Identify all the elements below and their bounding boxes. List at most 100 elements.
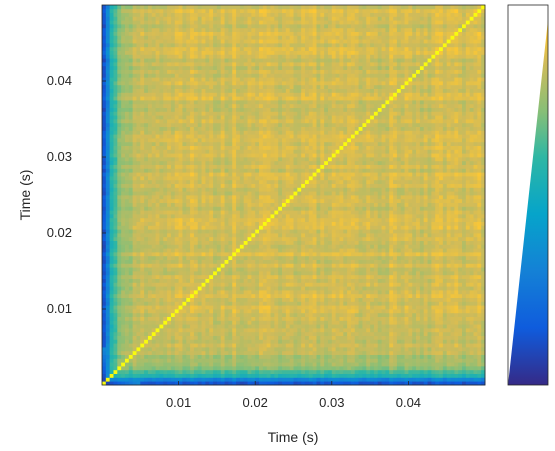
heatmap-cell [243,92,248,97]
heatmap-cell [209,126,214,131]
heatmap-cell [128,168,134,173]
heatmap-cell [239,373,245,378]
heatmap-cell [128,92,134,97]
heatmap-cell [128,126,134,131]
heatmap-cell [170,233,176,238]
heatmap-cell [147,58,153,63]
heatmap-cell [197,107,202,112]
heatmap-cell [170,263,176,268]
heatmap-cell [109,130,114,135]
heatmap-cell [182,153,187,158]
heatmap-cell [228,290,233,295]
heatmap-cell [147,278,153,283]
heatmap-cell [205,92,210,97]
heatmap-cell [205,312,210,317]
heatmap-cell [282,77,287,82]
heatmap-cell [270,221,275,226]
heatmap-cell [151,274,157,279]
heatmap-cell [121,252,126,257]
heatmap-cell [243,350,248,355]
heatmap-cell [170,202,176,207]
heatmap-cell [147,179,153,184]
heatmap-cell [124,157,130,162]
heatmap-cell [124,43,130,48]
heatmap-cell [136,122,141,127]
heatmap-cell [259,210,264,215]
heatmap-cell [128,100,134,105]
heatmap-cell [159,46,164,51]
heatmap-cell [243,81,248,86]
heatmap-cell [147,183,153,188]
heatmap-cell [178,233,183,238]
heatmap-cell [255,39,260,44]
heatmap-cell [155,293,160,298]
heatmap-cell [124,145,130,150]
heatmap-cell [205,16,210,21]
heatmap-cell [213,301,218,306]
heatmap-cell [247,134,252,139]
heatmap-cell [128,103,134,108]
heatmap-cell [285,77,291,82]
heatmap-cell [159,343,164,348]
heatmap-cell [259,103,264,108]
heatmap-cell [259,290,264,295]
heatmap-cell [232,358,237,363]
heatmap-cell [109,46,114,51]
heatmap-cell [113,24,118,29]
heatmap-cell [128,335,134,340]
heatmap-cell [109,81,114,86]
heatmap-cell [121,271,126,276]
heatmap-cell [109,335,114,340]
heatmap-cell [201,350,206,355]
heatmap-cell [259,278,264,283]
heatmap-cell [289,96,294,101]
heatmap-cell [255,248,260,253]
heatmap-cell [224,373,229,378]
heatmap-cell [182,119,187,124]
heatmap-cell [102,259,107,264]
heatmap-cell [163,221,168,226]
heatmap-cell [186,259,191,264]
heatmap-cell [282,84,287,89]
heatmap-cell [170,206,176,211]
heatmap-cell [151,92,157,97]
heatmap-cell [102,282,107,287]
heatmap-cell [220,229,225,234]
heatmap-cell [121,39,126,44]
heatmap-cell [216,183,222,188]
heatmap-cell [109,122,114,127]
heatmap-cell [259,43,264,48]
heatmap-cell [213,236,218,241]
heatmap-cell [205,62,210,67]
heatmap-cell [193,46,199,51]
heatmap-cell [232,259,237,264]
heatmap-cell [262,183,268,188]
heatmap-cell [262,271,268,276]
heatmap-cell [251,69,256,74]
heatmap-cell [182,126,187,131]
heatmap-cell [205,107,210,112]
heatmap-cell [251,58,256,63]
heatmap-cell [239,240,245,245]
heatmap-cell [243,312,248,317]
heatmap-cell [151,126,157,131]
heatmap-cell [224,366,229,371]
heatmap-cell [232,278,237,283]
heatmap-cell [270,187,275,192]
heatmap-cell [232,198,237,203]
heatmap-cell [282,316,287,321]
heatmap-cell [274,73,279,78]
heatmap-cell [259,81,264,86]
heatmap-cell [247,43,252,48]
heatmap-cell [136,290,141,295]
heatmap-cell [159,305,164,310]
heatmap-cell [128,54,134,59]
heatmap-cell [109,24,114,29]
heatmap-cell [182,100,187,105]
heatmap-cell [163,297,168,302]
heatmap-cell [174,164,179,169]
heatmap-cell [113,221,118,226]
heatmap-cell [201,221,206,226]
heatmap-cell [174,73,179,78]
heatmap-cell [278,305,283,310]
